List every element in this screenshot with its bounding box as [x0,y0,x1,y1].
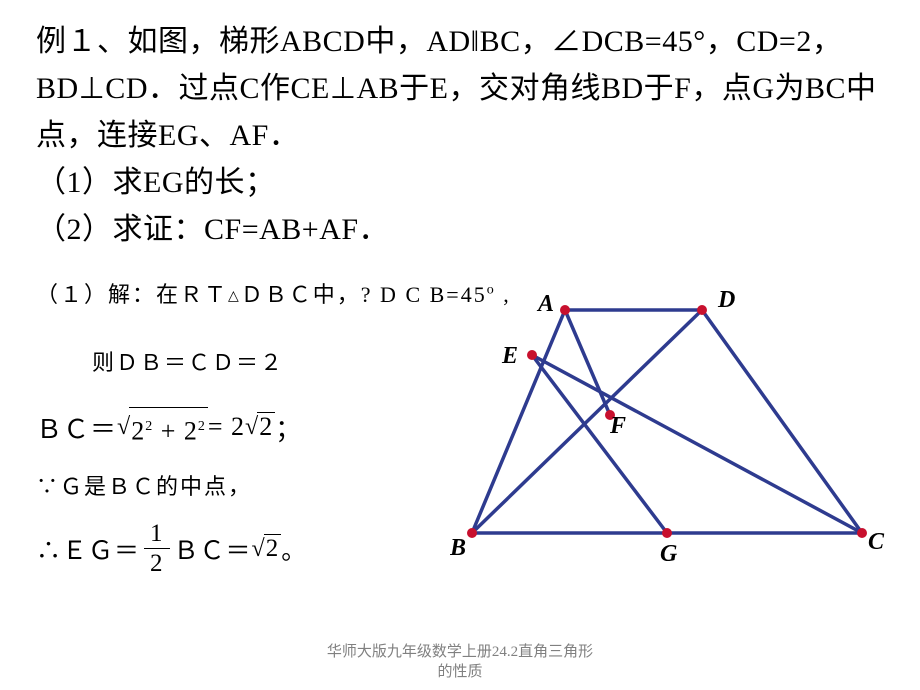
sol3-mid: = 2 [208,412,245,442]
sqrt-block-1: √ 22 + 22 [117,407,208,447]
svg-text:A: A [536,291,554,317]
sqrt-symbol-3: √ [252,534,266,564]
svg-text:E: E [501,343,518,369]
sol5-pre: ∴ＥＧ＝ [36,531,140,567]
sol5-post: 。 [281,531,307,567]
fraction-half: 1 2 [144,521,170,576]
problem-line5: （2）求证：CF=AB+AF． [36,206,884,253]
sqrt-symbol-2: √ [245,412,259,442]
sqrt-block-3: √ 2 [252,534,282,564]
sol1-pre: （１）解：在ＲＴ [36,282,228,307]
problem-text: 例１、如图，梯形ABCD中，AD‖BC，∠DCB=45°，CD=2， BD⊥CD… [36,18,884,253]
sol1-tri: △ [228,289,241,304]
sqrt-block-2: √ 2 [245,412,275,442]
svg-text:D: D [717,287,735,313]
footer-line1: 华师大版九年级数学上册24.2直角三角形 [0,642,920,662]
svg-text:G: G [660,541,678,567]
sol3-pre: ＢＣ＝ [36,409,117,446]
footer-line2: 的性质 [0,662,920,682]
sqrt-symbol: √ [117,407,131,447]
sol5-sqrt: 2 [264,534,282,564]
problem-line1: 例１、如图，梯形ABCD中，AD‖BC，∠DCB=45°，CD=2， [36,18,884,65]
sol3-post: ； [275,409,302,446]
sol5-mid: ＢＣ＝ [174,531,252,567]
footer: 华师大版九年级数学上册24.2直角三角形 的性质 [0,642,920,682]
problem-line4: （1）求EG的长； [36,159,884,206]
problem-line3: 点，连接EG、AF． [36,112,884,159]
sol3-b: 2 [184,417,198,446]
sol3-a: 2 [131,417,145,446]
frac-den: 2 [144,549,170,576]
sqrt-arg: 22 + 22 [129,407,208,447]
svg-text:C: C [868,529,885,555]
frac-num: 1 [144,521,170,549]
problem-line2: BD⊥CD．过点C作CE⊥AB于E，交对角线BD于F，点G为BC中 [36,65,884,112]
svg-text:F: F [609,413,626,439]
geometry-diagram: A D E F B G C [450,280,890,590]
sol3-plus: + [153,417,184,446]
svg-text:B: B [450,535,466,561]
page: 例１、如图，梯形ABCD中，AD‖BC，∠DCB=45°，CD=2， BD⊥CD… [0,0,920,690]
sol3-sqrt2: 2 [257,412,275,442]
